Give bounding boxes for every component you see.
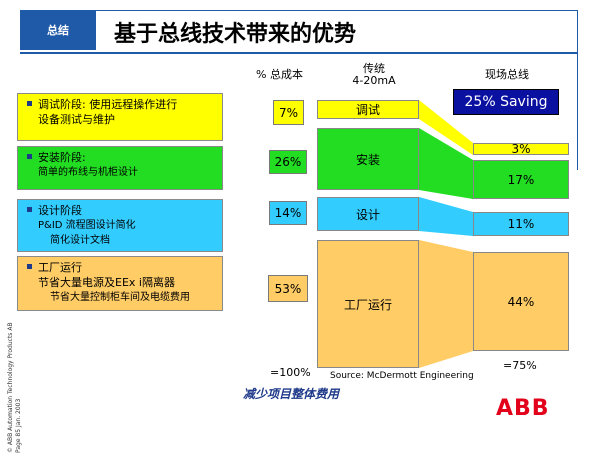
- fieldbus-bar-operation: 44%: [473, 252, 569, 351]
- page-info: Page 85 Jan. 2003: [15, 398, 22, 453]
- copyright-text: © ABB Automation Technology Products AB: [7, 322, 14, 453]
- fieldbus-bar-installation: 17%: [473, 160, 569, 199]
- traditional-bar-commissioning: 调试: [317, 100, 419, 119]
- flow-design: [419, 197, 473, 236]
- footer-slogan: 减少项目整体费用: [243, 387, 340, 401]
- left-item-line2: P&ID 流程图设计简化: [38, 220, 136, 231]
- saving-badge: 25% Saving: [453, 89, 559, 115]
- left-item-line1: 安装阶段:: [38, 151, 86, 164]
- fieldbus-value: 44%: [507, 294, 535, 309]
- phase-label: 调试: [355, 103, 380, 117]
- traditional-header: 传统: [363, 62, 385, 75]
- fieldbus-bar-commissioning: 3%: [473, 142, 569, 156]
- left-item-line2: 设备测试与维护: [38, 113, 115, 126]
- bullet-icon: [27, 101, 32, 106]
- fieldbus-value: 3%: [511, 142, 531, 156]
- traditional-bar-design: 设计: [317, 197, 419, 231]
- left-item-operation: 工厂运行 节省大量电源及EEx i隔离器 节省大量控制柜车间及电缆费用: [17, 256, 223, 311]
- phase-label: 工厂运行: [343, 297, 392, 312]
- copyright-vertical: © ABB Automation Technology Products AB …: [7, 283, 23, 453]
- pct-box-design: 14%: [269, 201, 307, 225]
- fieldbus-header: 现场总线: [485, 68, 529, 81]
- bullet-icon: [27, 207, 32, 212]
- pct-box-installation: 26%: [269, 150, 307, 174]
- left-item-line3: 节省大量控制柜车间及电缆费用: [50, 292, 190, 303]
- traditional-subheader: 4-20mA: [352, 74, 396, 87]
- page-title: 基于总线技术带来的优势: [114, 22, 357, 47]
- left-item-line1: 调试阶段: 使用远程操作进行: [38, 98, 178, 111]
- left-item-installation: 安装阶段: 简单的布线与机柜设计: [17, 146, 223, 190]
- source-note: Source: McDermott Engineering: [330, 371, 474, 381]
- left-item-line3: 简化设计文档: [50, 235, 110, 246]
- abb-logo: ABB: [496, 396, 550, 421]
- left-item-line1: 工厂运行: [38, 261, 82, 274]
- cost-pct-header: % 总成本: [256, 68, 303, 81]
- section-tab-label: 总结: [47, 24, 69, 37]
- section-tab: 总结: [20, 10, 96, 50]
- traditional-bar-installation: 安装: [317, 128, 419, 190]
- bullet-icon: [27, 154, 32, 159]
- fieldbus-bar-design: 11%: [473, 212, 569, 236]
- phase-label: 设计: [355, 207, 380, 222]
- left-item-commissioning: 调试阶段: 使用远程操作进行 设备测试与维护: [17, 93, 223, 141]
- left-item-line1: 设计阶段: [38, 204, 82, 217]
- fieldbus-total: =75%: [503, 359, 537, 372]
- flow-operation: [419, 240, 473, 368]
- pct-box-operation: 53%: [268, 275, 308, 302]
- header-rule-top: [96, 10, 578, 11]
- pct-box-commissioning: 7%: [273, 100, 304, 125]
- left-item-line2: 简单的布线与机柜设计: [38, 167, 138, 178]
- fieldbus-value: 17%: [507, 172, 535, 187]
- flow-commissioning: [419, 100, 473, 155]
- flow-installation: [419, 128, 473, 199]
- traditional-bar-operation: 工厂运行: [317, 240, 419, 368]
- phase-label: 安装: [355, 152, 380, 167]
- header-rule-right: [577, 10, 578, 170]
- left-item-design: 设计阶段 P&ID 流程图设计简化 简化设计文档: [17, 199, 223, 252]
- left-item-line2: 节省大量电源及EEx i隔离器: [38, 276, 175, 289]
- header-rule-bottom: [20, 52, 578, 54]
- traditional-total: =100%: [270, 366, 311, 379]
- bullet-icon: [27, 264, 32, 269]
- fieldbus-value: 11%: [507, 217, 535, 231]
